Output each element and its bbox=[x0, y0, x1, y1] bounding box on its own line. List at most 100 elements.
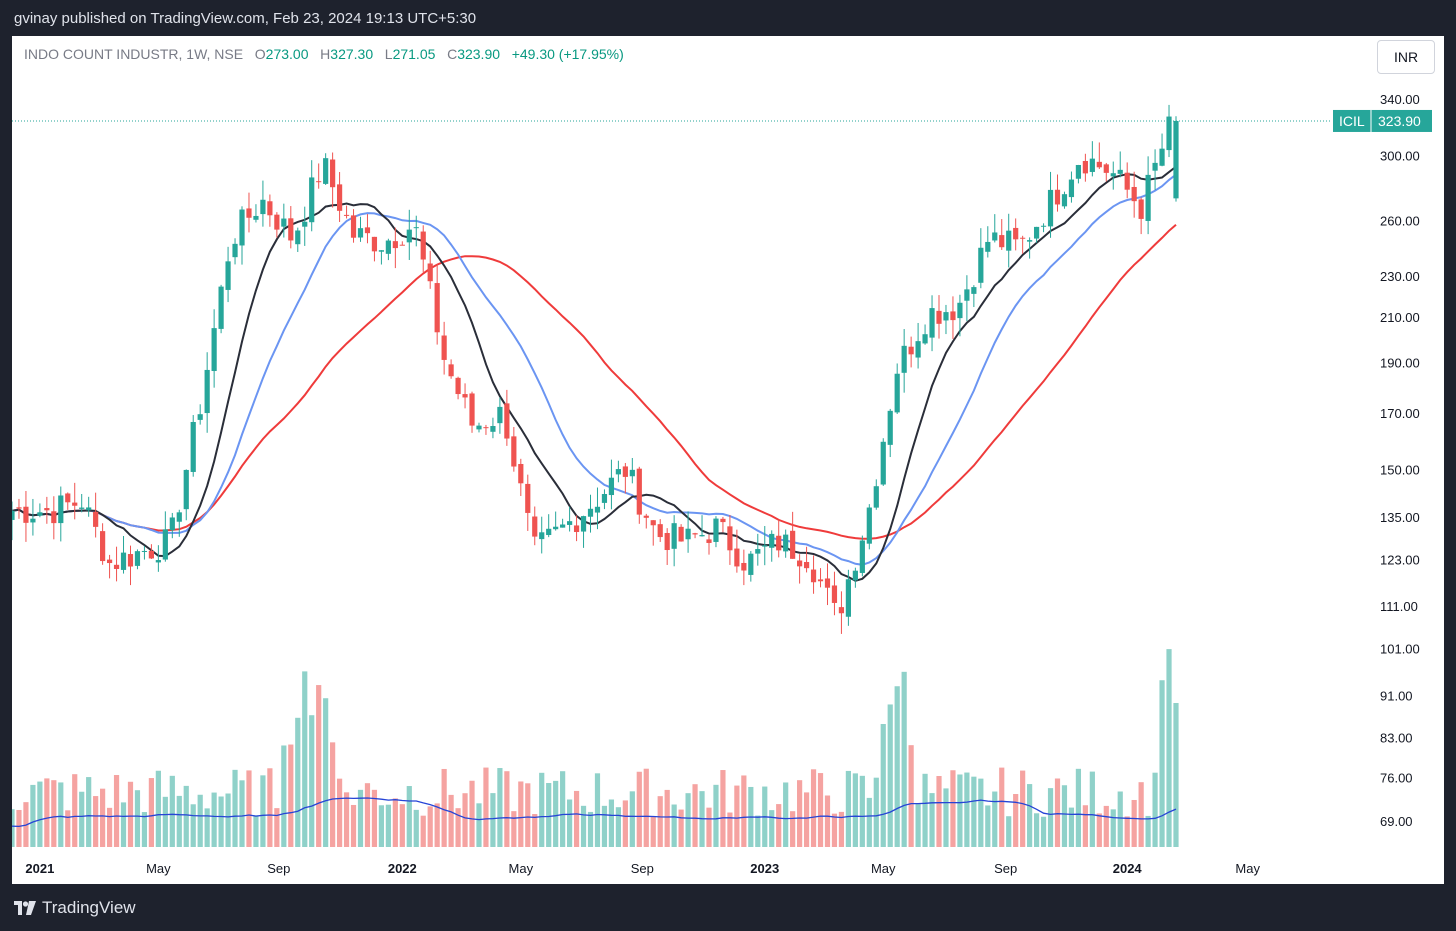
volume-bar bbox=[1061, 785, 1068, 847]
volume-bar bbox=[594, 773, 601, 847]
candle-body bbox=[1061, 194, 1068, 207]
volume-bar bbox=[120, 802, 127, 847]
candle-body bbox=[643, 515, 649, 518]
candle-body bbox=[120, 552, 127, 570]
candle-body bbox=[560, 524, 566, 528]
candle-body bbox=[845, 579, 851, 617]
candle-body bbox=[350, 215, 357, 238]
candle-body bbox=[964, 289, 970, 301]
y-axis-tick-label: 111.00 bbox=[1380, 599, 1418, 614]
y-axis-tick-label: 83.00 bbox=[1380, 730, 1413, 745]
volume-bar bbox=[1006, 816, 1012, 847]
candle-body bbox=[141, 550, 148, 552]
candle-body bbox=[176, 512, 182, 522]
volume-bar bbox=[246, 770, 252, 847]
volume-bar bbox=[580, 805, 587, 847]
volume-bar bbox=[357, 789, 364, 847]
ohlc-legend: INDO COUNT INDUSTR, 1W, NSE O273.00 H327… bbox=[24, 46, 624, 62]
candle-body bbox=[113, 564, 120, 569]
candle-body bbox=[267, 201, 273, 216]
candle-body bbox=[580, 516, 587, 532]
volume-bar bbox=[950, 770, 956, 847]
volume-bar bbox=[685, 793, 691, 847]
volume-bar bbox=[350, 804, 357, 847]
candle-body bbox=[413, 227, 419, 229]
volume-bar bbox=[929, 793, 935, 847]
volume-bar bbox=[601, 805, 608, 847]
chart-panel[interactable]: 340.00 300.00 260.00 230.00 210.00 190.00 170.… bbox=[12, 36, 1444, 884]
candle-body bbox=[148, 550, 154, 559]
candle-body bbox=[608, 477, 615, 496]
candle-body bbox=[106, 559, 113, 564]
candle-body bbox=[880, 441, 886, 485]
candle-body bbox=[553, 526, 559, 530]
y-axis-tick-label: 101.00 bbox=[1380, 642, 1420, 657]
candle-body bbox=[776, 535, 782, 551]
tradingview-logo[interactable]: TradingView bbox=[14, 898, 136, 918]
close-label: C bbox=[447, 46, 458, 62]
volume-bar bbox=[1131, 799, 1137, 847]
candle-body bbox=[1138, 199, 1144, 219]
y-axis-tick-label: 123.00 bbox=[1380, 552, 1420, 567]
open-value: 273.00 bbox=[265, 46, 309, 62]
candle-body bbox=[65, 493, 71, 503]
candle-body bbox=[741, 562, 747, 571]
volume-bar bbox=[692, 784, 698, 847]
candle-body bbox=[838, 607, 845, 614]
volume-bar bbox=[260, 775, 266, 847]
candle-body bbox=[532, 516, 538, 537]
volume-bar bbox=[1152, 772, 1158, 847]
y-axis-tick-label: 300.00 bbox=[1380, 149, 1420, 164]
change-value: +49.30 (+17.95%) bbox=[511, 46, 624, 62]
candle-body bbox=[546, 528, 552, 536]
candle-body bbox=[650, 520, 656, 526]
candle-body bbox=[483, 427, 489, 429]
price-chart[interactable]: 340.00 300.00 260.00 230.00 210.00 190.00 170.… bbox=[12, 36, 1444, 884]
candle-body bbox=[12, 510, 15, 520]
x-axis-tick-label: Sep bbox=[631, 861, 654, 876]
candle-body bbox=[601, 494, 608, 503]
candle-body bbox=[385, 240, 391, 254]
volume-bar bbox=[1089, 771, 1095, 847]
candle-body bbox=[671, 523, 677, 549]
volume-bar bbox=[295, 717, 301, 847]
candle-body bbox=[1075, 164, 1082, 179]
candle-body bbox=[30, 518, 36, 523]
candle-body bbox=[936, 310, 942, 324]
high-label: H bbox=[320, 46, 331, 62]
candle-body bbox=[23, 506, 29, 523]
candle-body bbox=[455, 377, 461, 395]
candle-body bbox=[636, 468, 642, 515]
candle-body bbox=[225, 261, 231, 290]
candle-body bbox=[859, 540, 865, 573]
volume-bar bbox=[281, 745, 287, 847]
volume-bar bbox=[992, 791, 998, 847]
volume-bar bbox=[1013, 794, 1019, 847]
candle-body bbox=[197, 414, 203, 420]
volume-bar bbox=[288, 744, 294, 847]
candle-body bbox=[803, 561, 810, 569]
x-axis-tick-label: 2023 bbox=[750, 861, 779, 876]
candle-body bbox=[685, 528, 691, 540]
currency-button[interactable]: INR bbox=[1377, 40, 1435, 74]
candle-body bbox=[364, 227, 371, 234]
volume-bar bbox=[546, 783, 552, 847]
volume-bar bbox=[371, 789, 378, 847]
volume-bar bbox=[127, 781, 134, 847]
volume-bar bbox=[169, 775, 175, 847]
y-axis-tick-label: 340.00 bbox=[1380, 92, 1420, 107]
volume-bar bbox=[1117, 791, 1123, 847]
volume-bar bbox=[16, 809, 22, 847]
open-label: O bbox=[254, 46, 266, 62]
volume-bar bbox=[1040, 816, 1047, 847]
volume-bar bbox=[12, 809, 15, 847]
candle-body bbox=[448, 364, 454, 377]
volume-bar bbox=[790, 811, 796, 847]
volume-bar bbox=[803, 792, 810, 847]
volume-bar bbox=[908, 745, 914, 847]
y-axis-tick-label: 210.00 bbox=[1380, 310, 1420, 325]
volume-bar bbox=[880, 724, 886, 847]
volume-bar bbox=[1166, 649, 1172, 847]
volume-bar bbox=[155, 770, 161, 847]
candle-body bbox=[810, 569, 817, 583]
